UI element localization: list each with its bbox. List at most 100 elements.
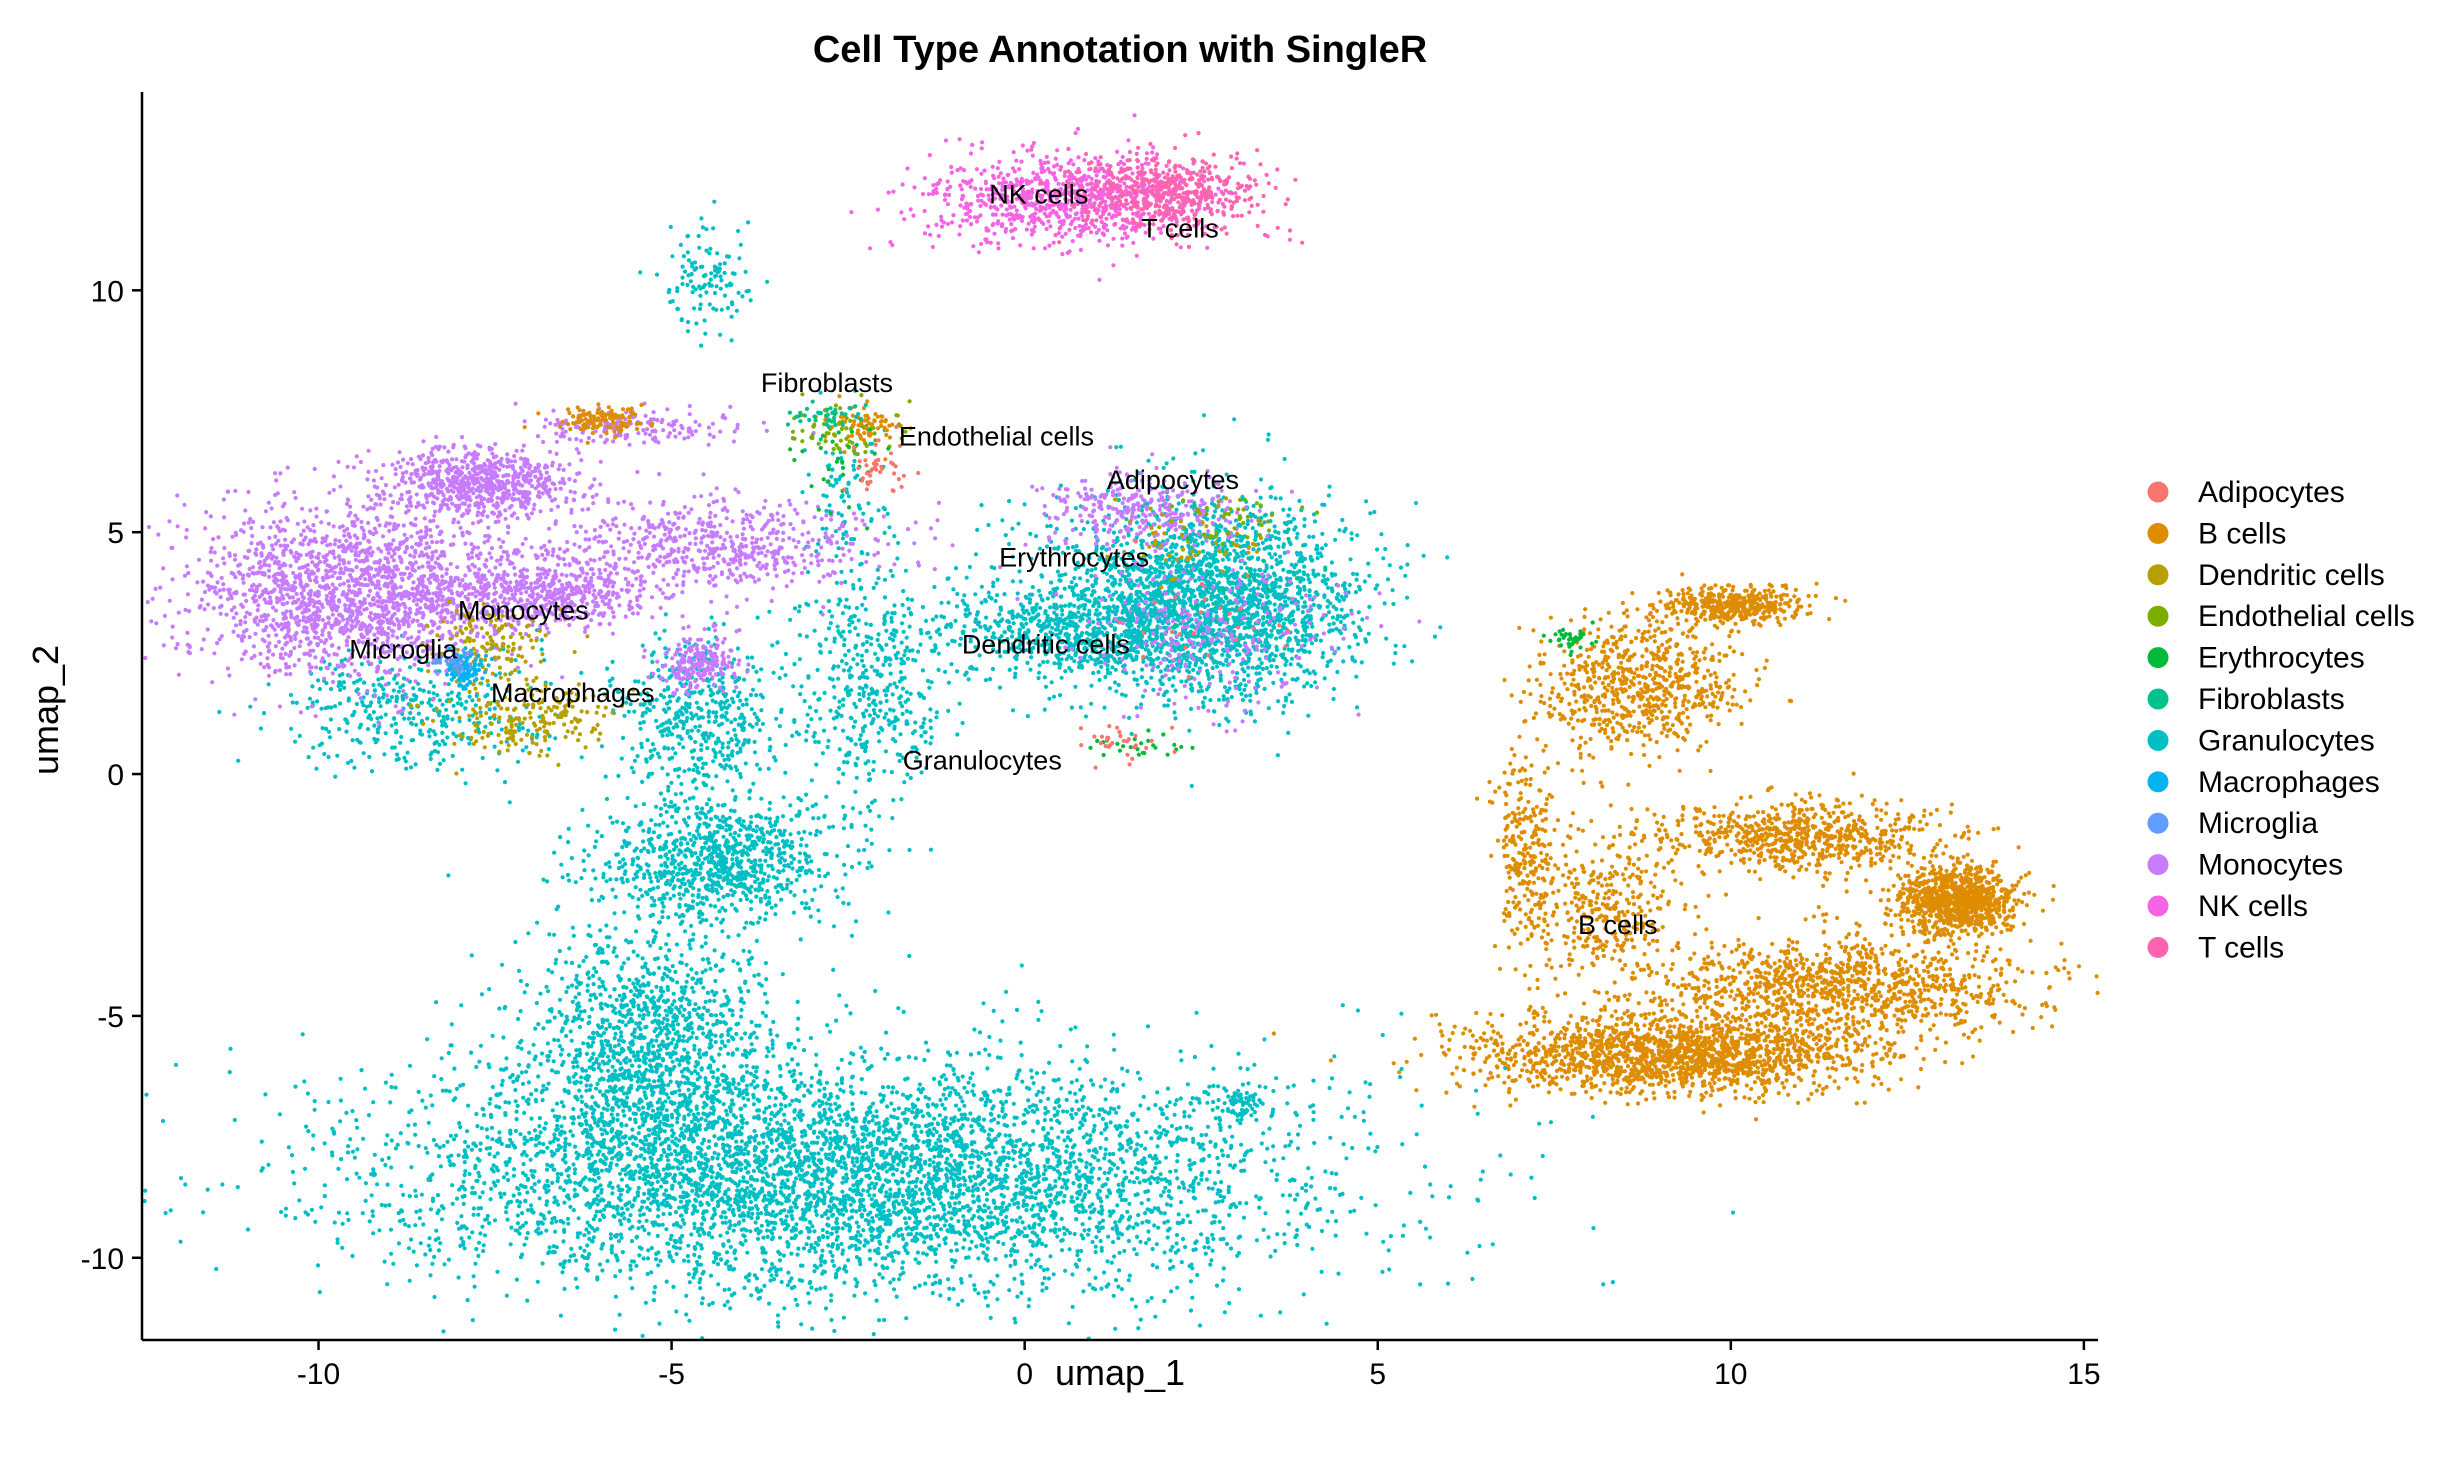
data-point <box>630 1127 635 1132</box>
data-point <box>338 1098 343 1103</box>
data-point <box>932 1207 937 1212</box>
data-point <box>744 1083 750 1088</box>
data-point <box>669 1128 675 1133</box>
data-point <box>449 1022 454 1027</box>
data-point <box>1057 1154 1062 1159</box>
data-point <box>727 1226 732 1231</box>
data-point <box>522 1110 527 1115</box>
data-point <box>782 1208 787 1213</box>
data-point <box>1114 1110 1119 1115</box>
data-point <box>1128 1215 1133 1220</box>
data-point <box>1165 1129 1170 1134</box>
data-point <box>768 1129 773 1134</box>
data-point <box>799 1322 804 1327</box>
data-point <box>653 1174 658 1179</box>
data-point <box>979 1150 984 1155</box>
data-point <box>457 1121 462 1126</box>
data-point <box>1164 1179 1169 1184</box>
data-point <box>1231 1165 1236 1170</box>
data-point <box>1146 1237 1151 1242</box>
data-point <box>1027 1086 1032 1091</box>
data-point <box>481 1113 486 1118</box>
data-point <box>744 1087 749 1092</box>
data-point <box>803 1172 809 1177</box>
data-point <box>458 1125 463 1130</box>
data-point <box>522 1135 527 1140</box>
data-point <box>1138 1103 1143 1108</box>
data-point <box>838 1147 843 1152</box>
data-point <box>862 1049 867 1054</box>
data-point <box>1155 1144 1160 1149</box>
data-point <box>456 1275 461 1280</box>
data-point <box>1373 1149 1378 1154</box>
data-point <box>1024 1141 1029 1146</box>
data-point <box>1295 1242 1300 1248</box>
data-point <box>1297 1123 1303 1128</box>
data-point <box>1307 1224 1312 1230</box>
data-point <box>461 1201 466 1206</box>
data-point <box>854 1220 859 1225</box>
data-point <box>926 1171 931 1176</box>
data-point <box>782 1131 787 1137</box>
data-point <box>895 1057 900 1062</box>
data-point <box>561 1265 566 1270</box>
data-point <box>640 1333 645 1338</box>
data-point <box>656 1250 661 1255</box>
data-point <box>976 1115 982 1120</box>
data-point <box>1069 1112 1074 1117</box>
data-point <box>940 1102 945 1107</box>
data-point <box>1021 1203 1026 1208</box>
data-point <box>1508 1172 1513 1177</box>
data-point <box>1145 1299 1150 1304</box>
data-point <box>1138 1317 1143 1322</box>
data-point <box>245 1227 251 1232</box>
data-point <box>644 1218 649 1223</box>
data-point <box>665 1194 670 1199</box>
data-point <box>968 1052 974 1057</box>
data-point <box>1107 1152 1112 1157</box>
data-point <box>874 1181 879 1186</box>
data-point <box>937 1113 942 1118</box>
data-point <box>1091 1127 1096 1132</box>
data-point <box>1345 1106 1351 1111</box>
data-point <box>793 1197 799 1202</box>
data-point <box>961 1214 966 1219</box>
data-point <box>536 1179 542 1184</box>
data-point <box>913 1123 918 1128</box>
data-point <box>1237 1201 1242 1206</box>
data-point <box>551 1059 556 1064</box>
data-point <box>1271 1144 1276 1149</box>
data-point <box>726 1238 731 1243</box>
data-point <box>677 1205 682 1210</box>
data-point <box>1159 1177 1164 1182</box>
data-point <box>849 1215 854 1220</box>
data-point <box>605 1258 610 1264</box>
data-point <box>585 1243 590 1248</box>
data-point <box>385 1133 390 1138</box>
data-point <box>531 1174 536 1180</box>
data-point <box>793 1078 798 1083</box>
data-point <box>573 1276 578 1281</box>
data-point <box>1323 1169 1328 1174</box>
data-point <box>619 1206 625 1211</box>
data-point <box>971 1092 977 1097</box>
data-point <box>514 1277 520 1282</box>
data-point <box>988 1215 993 1220</box>
data-point <box>742 1188 748 1194</box>
data-point <box>996 1239 1001 1245</box>
data-point <box>1098 1084 1103 1089</box>
data-point <box>646 1196 651 1201</box>
data-point <box>571 1162 576 1167</box>
data-point <box>529 1168 534 1173</box>
data-point <box>855 1137 861 1142</box>
data-point <box>744 1120 750 1126</box>
data-point <box>826 1172 831 1177</box>
data-point <box>1475 1197 1480 1202</box>
data-point <box>477 1059 482 1064</box>
data-point <box>1300 1186 1305 1191</box>
data-point <box>765 1126 770 1131</box>
data-point <box>428 1247 433 1253</box>
data-point <box>1334 1171 1339 1176</box>
data-point <box>1280 1193 1285 1198</box>
data-point <box>1159 1193 1164 1198</box>
